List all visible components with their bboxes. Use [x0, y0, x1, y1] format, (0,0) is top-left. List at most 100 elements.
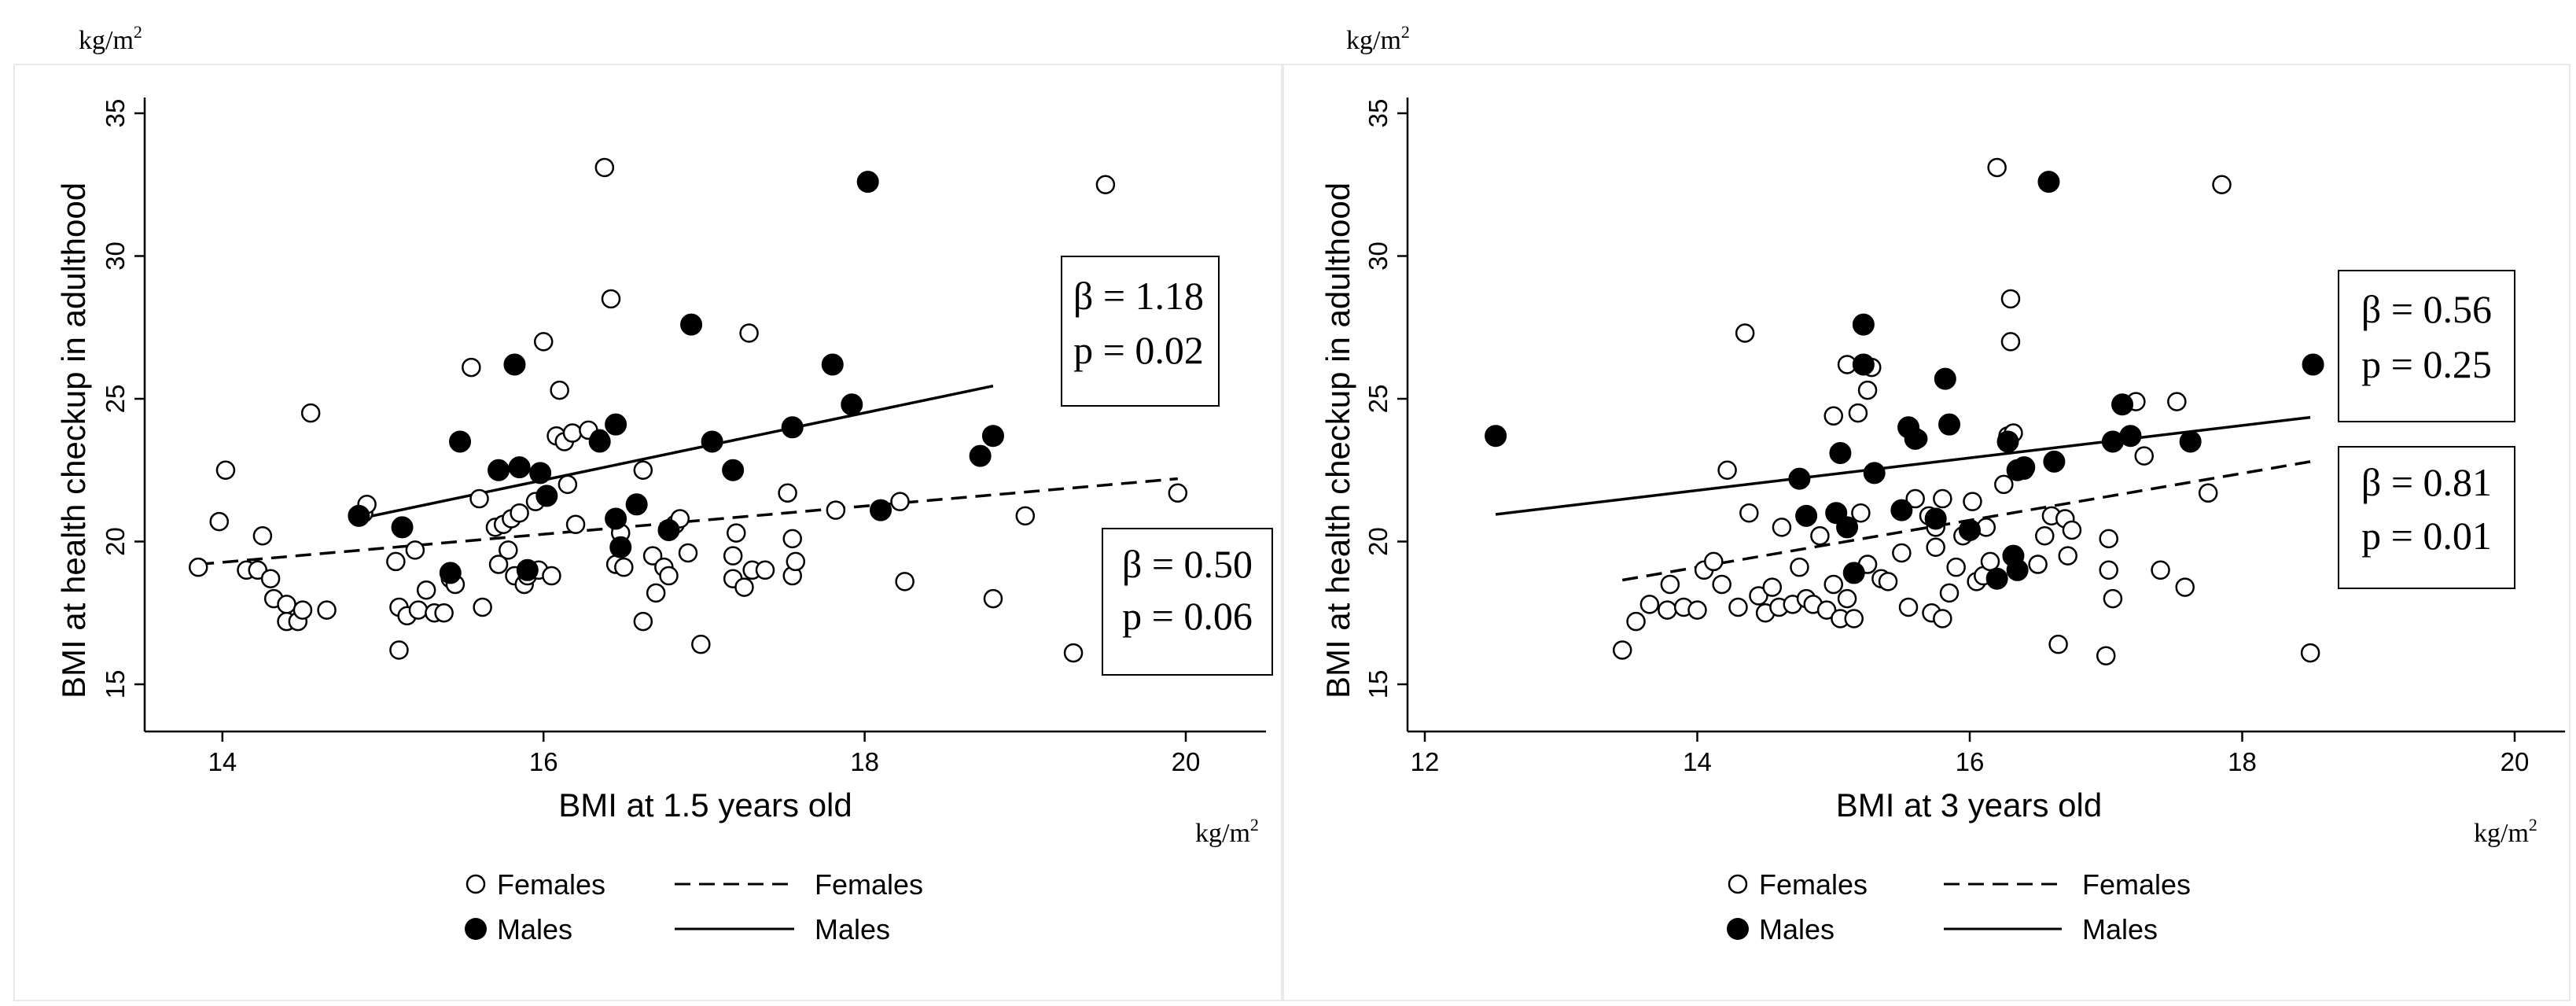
legend-male-marker [1727, 918, 1749, 940]
x-tick-label: 18 [2228, 747, 2257, 776]
left-stat-box-females [1102, 528, 1273, 676]
females-point [2099, 560, 2118, 580]
males-point [1852, 353, 1875, 376]
females-point [2048, 634, 2068, 654]
females-point [565, 514, 586, 534]
females-point [499, 540, 518, 560]
males-fit-line [1495, 415, 2311, 516]
females-point [386, 551, 406, 572]
males-point [1485, 425, 1507, 448]
females-point [469, 488, 489, 509]
females-point [260, 569, 281, 588]
right-p-males: p = 0.25 [2361, 342, 2492, 386]
right-x-unit: kg/m2 [2474, 815, 2537, 848]
females-point [646, 583, 666, 603]
males-point [1890, 499, 1913, 521]
left-panel-frame [13, 64, 1282, 1001]
females-point [434, 603, 454, 623]
males-point [588, 430, 611, 453]
females-point [558, 474, 578, 495]
females-point [462, 357, 481, 378]
males-point [516, 558, 539, 581]
males-point [391, 516, 414, 539]
females-point [2300, 643, 2320, 663]
males-point [821, 353, 844, 376]
females-point [300, 403, 321, 423]
y-tick-label: 20 [101, 527, 130, 556]
males-point [680, 313, 703, 336]
left-panel: kg/m2 kg/m2 14 16 18 20 15 20 25 30 35 BMI at he… [13, 22, 1282, 1001]
legend-female-line-label: Females [2082, 868, 2191, 901]
males-point [609, 536, 632, 558]
left-x-axis-title: BMI at 1.5 years old [558, 787, 852, 824]
females-point [1660, 574, 1680, 595]
males-point [2006, 558, 2029, 581]
females-point [188, 557, 208, 577]
females-point [1994, 474, 2014, 495]
females-point [1980, 551, 2000, 572]
left-y-axis-title: BMI at health checkup in adulthood [55, 182, 92, 698]
females-point [778, 483, 797, 503]
females-point [1717, 460, 1737, 480]
females-point [1704, 551, 1724, 572]
females-point [895, 572, 914, 591]
males-point [1852, 313, 1875, 336]
females-point [1844, 609, 1864, 628]
y-tick-label: 35 [1363, 99, 1393, 128]
females-point [755, 560, 775, 580]
females-point [2167, 392, 2187, 411]
males-point [856, 171, 879, 193]
males-point [1904, 427, 1926, 450]
females-point [614, 557, 634, 577]
females-point [691, 634, 711, 654]
females-point [1612, 640, 1632, 660]
females-point [1790, 557, 1809, 577]
females-point [1712, 574, 1731, 595]
y-tick-label: 15 [101, 670, 130, 699]
right-legend: Females Females Males Males [1727, 868, 2191, 945]
males-point [2119, 425, 2142, 448]
y-tick-label: 25 [1363, 385, 1393, 414]
left-ticks: 14 16 18 20 15 20 25 30 35 [101, 99, 1200, 776]
females-point [739, 323, 759, 343]
males-point [2037, 171, 2060, 193]
males-point [657, 518, 680, 541]
left-y-unit: kg/m2 [79, 22, 142, 55]
right-p-females: p = 0.01 [2361, 514, 2492, 558]
females-point [473, 597, 492, 617]
females-point [550, 380, 569, 400]
females-point [734, 577, 754, 597]
females-point [983, 588, 1003, 609]
right-points [1485, 157, 2324, 665]
males-point [781, 416, 804, 439]
left-p-males: p = 0.02 [1073, 328, 1204, 372]
females-point [826, 500, 846, 520]
y-tick-label: 30 [1363, 241, 1393, 271]
right-beta-females: β = 0.81 [2361, 460, 2492, 504]
x-tick-label: 20 [2501, 747, 2530, 776]
females-point [1168, 483, 1188, 503]
x-tick-label: 16 [1956, 747, 1985, 776]
legend-female-label: Females [497, 868, 605, 901]
legend-male-line-label: Males [2082, 913, 2158, 945]
males-point [701, 430, 723, 453]
females-point [405, 540, 425, 560]
right-stat-box-females [2338, 446, 2515, 589]
legend-female-line-label: Females [815, 868, 923, 901]
males-point [535, 485, 558, 507]
males-point [2302, 353, 2324, 376]
females-point [1639, 595, 1660, 614]
females-point [562, 423, 583, 443]
males-point [1829, 441, 1852, 464]
females-point [389, 640, 409, 660]
males-point [449, 430, 472, 453]
males-point [2043, 450, 2066, 473]
females-point [2062, 520, 2082, 540]
right-panel: kg/m2 kg/m2 12 14 16 18 20 15 20 25 30 35 BMI at … [1282, 22, 2570, 1001]
females-point [1735, 323, 1755, 343]
females-point [642, 546, 663, 566]
left-x-unit: kg/m2 [1195, 815, 1259, 848]
males-fit-line [359, 384, 994, 521]
left-legend: Females Females Males Males [465, 868, 923, 945]
males-point [1959, 518, 1981, 541]
